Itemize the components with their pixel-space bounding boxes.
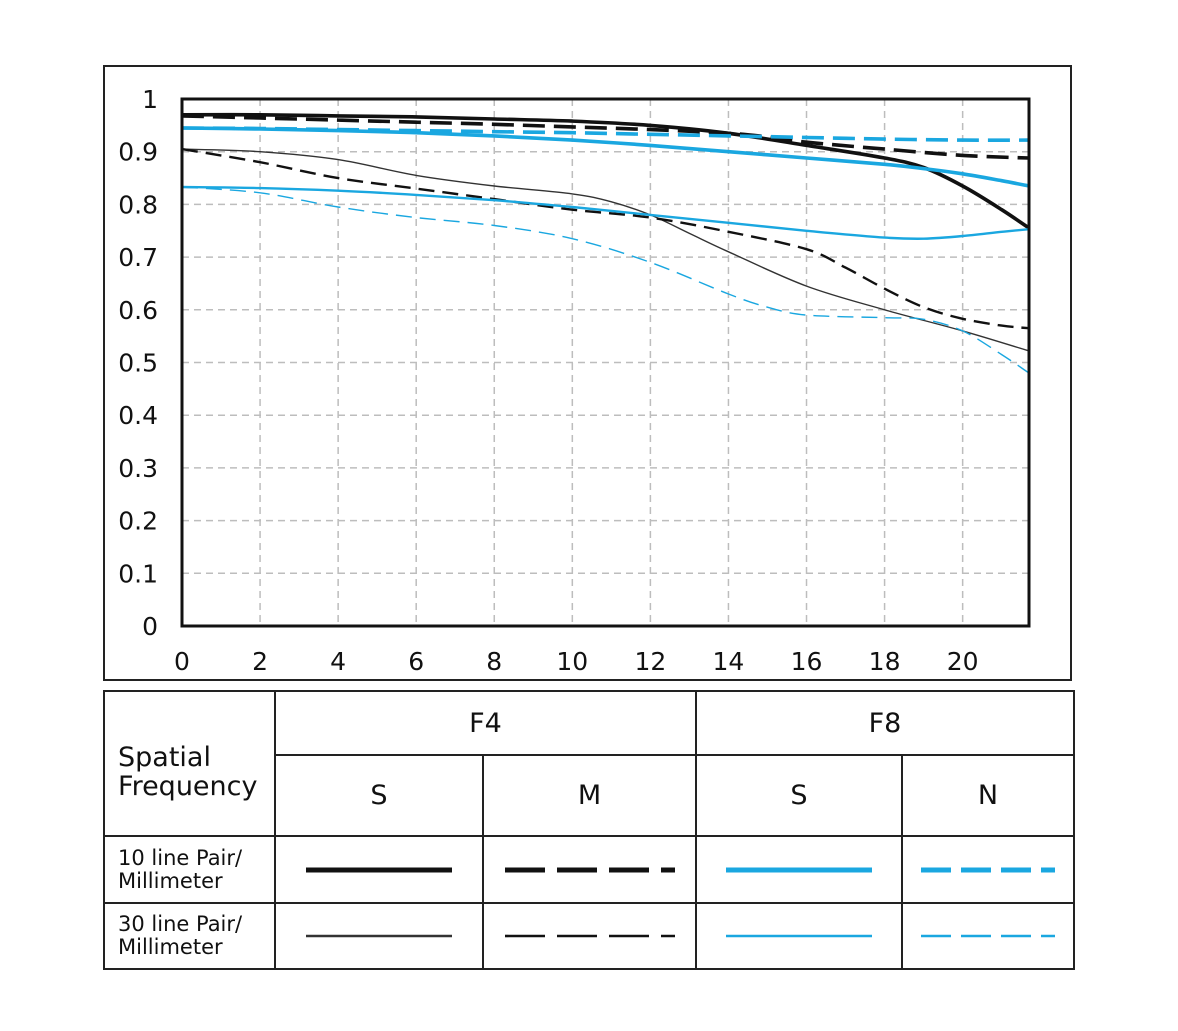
y-tick-label: 0.2 — [118, 507, 158, 536]
series-line-f8-s-10 — [181, 126, 1030, 188]
x-tick-label: 12 — [634, 647, 666, 676]
legend-table: Spatial Frequency F4 F8 S M S N 10 line … — [103, 690, 1075, 970]
series-layer — [181, 112, 1031, 374]
x-tick-label: 20 — [947, 647, 979, 676]
legend-row-label: 30 line Pair/ Millimeter — [118, 912, 243, 959]
series-line-f8-n-30 — [181, 186, 1030, 374]
grid-lines — [182, 99, 1029, 626]
y-tick-label: 0 — [142, 612, 158, 641]
legend-corner-label: Spatial Frequency — [103, 690, 276, 837]
legend-row-30lp: 30 line Pair/ Millimeter — [103, 902, 276, 970]
x-tick-label: 4 — [330, 647, 346, 676]
series-line-f4-m-10 — [181, 114, 1030, 160]
x-tick-label: 2 — [252, 647, 268, 676]
legend-col-f4-m: M — [482, 754, 697, 837]
x-tick-label: 16 — [791, 647, 823, 676]
series-line-f8-n-10 — [181, 126, 1030, 142]
legend-row-10lp: 10 line Pair/ Millimeter — [103, 835, 276, 904]
y-tick-label: 0.8 — [118, 190, 158, 219]
legend-sample — [921, 867, 1055, 872]
legend-sample — [726, 934, 872, 938]
x-axis-ticks: 0 2 4 6 8 10 12 14 16 18 20 — [174, 647, 979, 676]
legend-sample — [921, 934, 1055, 938]
y-tick-label: 0.4 — [118, 401, 158, 430]
y-tick-label: 0.7 — [118, 243, 158, 272]
legend-sample-cell — [901, 835, 1075, 904]
x-tick-label: 6 — [408, 647, 424, 676]
legend-sample — [504, 867, 675, 872]
x-tick-label: 10 — [556, 647, 588, 676]
legend-sample-cell — [274, 902, 484, 970]
x-tick-label: 18 — [869, 647, 901, 676]
legend-sample-cell — [274, 835, 484, 904]
legend-sample-cell — [695, 835, 903, 904]
y-tick-label: 0.5 — [118, 349, 158, 378]
spatial-frequency-label: Spatial Frequency — [118, 742, 258, 802]
y-tick-label: 1 — [142, 85, 158, 114]
legend-sample-cell — [482, 902, 697, 970]
legend-sample — [306, 867, 452, 872]
legend-sample-cell — [901, 902, 1075, 970]
legend-row-label: 10 line Pair/ Millimeter — [118, 845, 243, 893]
legend-group-f8: F8 — [695, 690, 1075, 756]
chart-frame — [103, 65, 1072, 681]
x-tick-label: 8 — [486, 647, 502, 676]
mtf-chart: 0 2 4 6 8 10 12 14 16 18 20 0 0.1 0.2 0.3 0.4 0.5 0.6 0.7… — [118, 85, 1031, 676]
x-tick-label: 14 — [713, 647, 745, 676]
series-line-f4-s-10 — [181, 112, 1031, 230]
plot-area-border — [180, 97, 1031, 628]
x-tick-label: 0 — [174, 647, 190, 676]
legend-sample — [726, 867, 872, 872]
series-line-f4-s-30 — [181, 148, 1030, 352]
legend-group-f4: F4 — [274, 690, 697, 756]
legend-sample-cell — [482, 835, 697, 904]
y-tick-label: 0.6 — [118, 296, 158, 325]
series-line-f8-s-30 — [181, 185, 1030, 240]
legend-col-f4-s: S — [274, 754, 484, 837]
y-tick-label: 0.9 — [118, 138, 158, 167]
series-line-f4-m-30 — [181, 147, 1030, 330]
y-tick-label: 0.1 — [118, 559, 158, 588]
legend-sample-cell — [695, 902, 903, 970]
legend-sample — [306, 934, 452, 938]
legend-sample — [504, 934, 675, 938]
y-tick-label: 0.3 — [118, 454, 158, 483]
legend-col-f8-n: N — [901, 754, 1075, 837]
y-axis-ticks: 0 0.1 0.2 0.3 0.4 0.5 0.6 0.7 0.8 0.9 1 — [118, 85, 158, 641]
legend-col-f8-s: S — [695, 754, 903, 837]
